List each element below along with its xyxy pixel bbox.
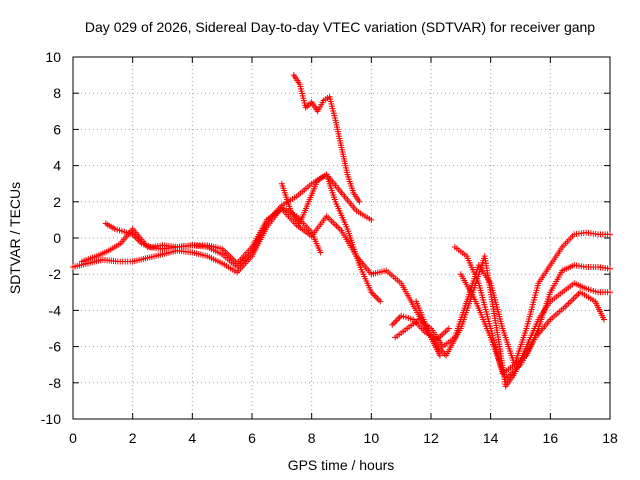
data-point-marker [374,295,381,302]
data-point-marker [356,198,363,205]
x-tick-label: 12 [423,430,439,446]
series-trace-c [102,206,443,359]
data-point-marker [132,234,139,241]
series-trace-e [290,72,363,205]
y-tick-label: -2 [49,266,62,282]
x-tick-label: 4 [188,430,196,446]
chart-title: Day 029 of 2026, Sidereal Day-to-day VTE… [85,19,595,35]
y-axis-label: SDTVAR / TECUs [7,182,23,294]
data-point-marker [393,317,400,324]
data-point-marker [372,293,379,300]
axis-ticks: 0 2 4 6 8 10 12 14 16 18 -10 -8 -6 -4 -2 0 2 4 6 8 10 [41,49,618,446]
y-tick-label: 10 [45,49,61,65]
y-tick-label: 2 [53,194,61,210]
y-tick-label: 0 [53,230,61,246]
data-markers [70,72,613,390]
data-point-marker [305,101,312,108]
x-axis-label: GPS time / hours [288,457,395,473]
x-tick-label: 2 [129,430,137,446]
data-point-marker [607,289,613,296]
y-tick-label: 6 [53,121,61,137]
data-point-marker [375,296,382,303]
y-tick-label: -6 [49,339,62,355]
x-tick-label: 0 [69,430,77,446]
data-point-marker [134,235,141,242]
data-point-marker [371,292,378,299]
data-point-marker [317,249,324,256]
y-tick-label: -4 [49,302,62,318]
data-point-marker [445,325,452,332]
y-tick-label: 8 [53,85,61,101]
y-tick-label: -8 [49,375,62,391]
series-trace-f [392,262,613,368]
data-point-marker [368,216,375,223]
x-tick-label: 6 [248,430,256,446]
series-trace-j [389,312,452,343]
series-trace-i [457,271,608,383]
x-tick-label: 14 [483,430,499,446]
y-tick-label: -10 [41,411,61,427]
data-point-marker [396,314,403,321]
grid [73,57,610,419]
y-tick-label: 4 [53,158,61,174]
data-point-marker [607,265,613,272]
data-point-marker [304,103,311,110]
x-tick-label: 10 [364,430,380,446]
x-tick-label: 16 [543,430,559,446]
x-tick-label: 8 [308,430,316,446]
data-point-marker [377,298,384,305]
x-tick-label: 18 [602,430,618,446]
data-point-marker [389,321,396,328]
data-point-marker [390,320,397,327]
data-point-marker [601,316,608,323]
data-point-marker [436,352,443,359]
data-point-marker [302,104,309,111]
data-point-marker [607,231,613,238]
data-point-marker [395,315,402,322]
data-point-marker [392,318,399,325]
series-trace-d [278,171,384,305]
